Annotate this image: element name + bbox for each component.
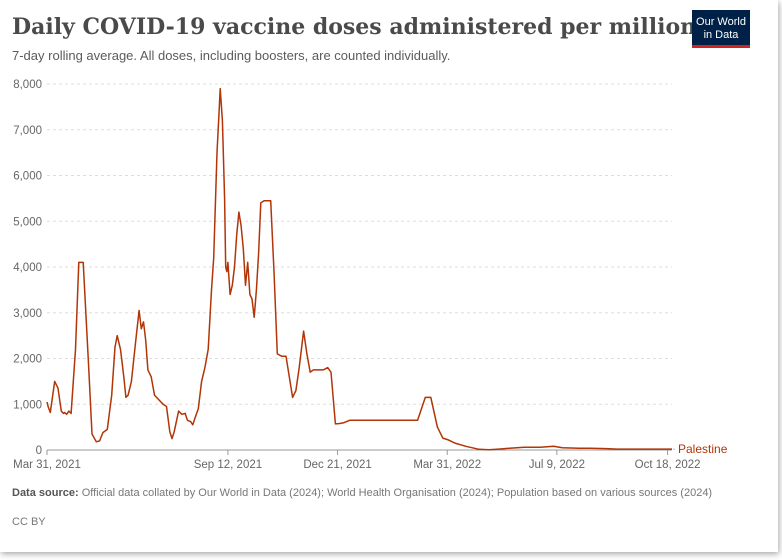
x-tick-label: Mar 31, 2021 xyxy=(13,459,81,471)
owid-logo[interactable]: Our World in Data xyxy=(692,10,750,48)
y-tick-label: 0 xyxy=(36,445,42,457)
chart-title: Daily COVID-19 vaccine doses administere… xyxy=(12,14,702,40)
x-tick-label: Dec 21, 2021 xyxy=(303,459,371,471)
logo-line-2: in Data xyxy=(703,29,739,41)
license-link[interactable]: CC BY xyxy=(12,516,46,528)
logo-line-1: Our World xyxy=(696,16,746,28)
y-tick-label: 6,000 xyxy=(13,171,42,183)
series-line-palestine[interactable] xyxy=(46,87,672,451)
x-tick-label: Oct 18, 2022 xyxy=(635,459,701,471)
chart-subtitle: 7-day rolling average. All doses, includ… xyxy=(12,48,451,63)
x-tick-label: Jul 9, 2022 xyxy=(529,459,585,471)
x-tick-label: Mar 31, 2022 xyxy=(413,459,481,471)
y-tick-label: 8,000 xyxy=(13,79,42,91)
y-tick-label: 3,000 xyxy=(13,308,42,320)
y-tick-label: 4,000 xyxy=(13,262,42,274)
series-label[interactable]: Palestine xyxy=(678,442,728,456)
gridlines xyxy=(47,83,672,405)
y-tick-label: 1,000 xyxy=(13,399,42,411)
line-chart: 0 1,000 2,000 3,000 4,000 5,000 6,000 7,000 8,00… xyxy=(13,79,728,471)
y-tick-label: 7,000 xyxy=(13,125,42,137)
data-source-text: Official data collated by Our World in D… xyxy=(81,487,713,499)
y-axis-ticks: 0 1,000 2,000 3,000 4,000 5,000 6,000 7,000 8,00… xyxy=(13,79,42,457)
y-tick-label: 2,000 xyxy=(13,354,42,366)
data-source-label: Data source: xyxy=(12,487,79,499)
x-tick-label: Sep 12, 2021 xyxy=(194,459,262,471)
series-group: Palestine xyxy=(46,87,728,456)
x-axis: Mar 31, 2021 Sep 12, 2021 Dec 21, 2021 Mar … xyxy=(13,449,701,471)
data-source-note: Data source: Official data collated by O… xyxy=(12,486,752,500)
y-tick-label: 5,000 xyxy=(13,216,42,228)
